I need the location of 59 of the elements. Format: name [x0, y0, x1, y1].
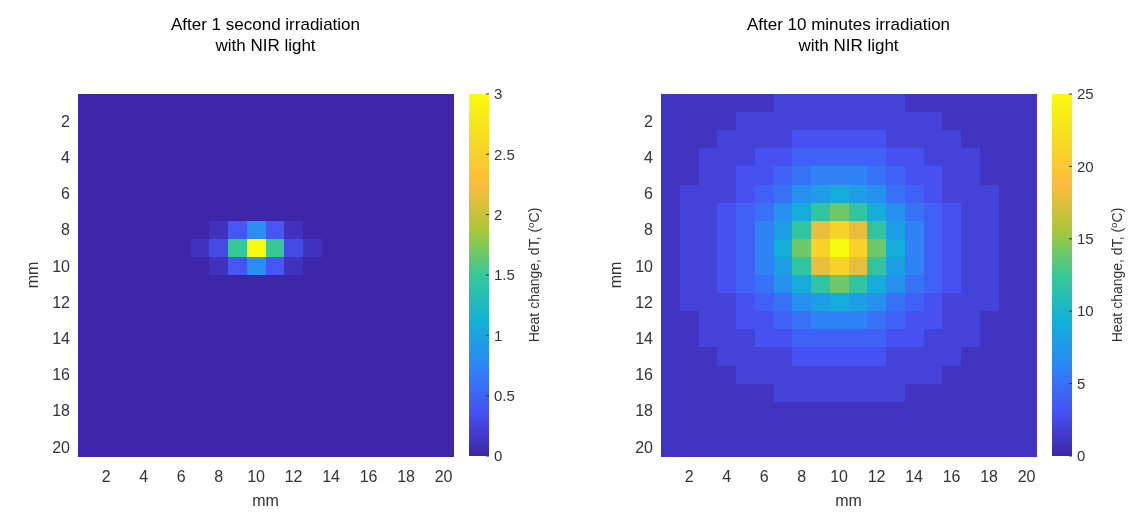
x-tick-label: 14 [322, 468, 341, 485]
chart-title: After 1 second irradiation with NIR light [171, 15, 360, 55]
y-tick-label: 8 [644, 221, 654, 239]
x-tick-label: 20 [434, 468, 453, 485]
y-tick-label: 18 [635, 402, 654, 420]
x-tick-label: 2 [684, 468, 694, 485]
x-tick-label: 6 [176, 468, 186, 485]
y-tick-label: 6 [61, 185, 71, 203]
x-tick-label: 16 [942, 468, 961, 485]
y-tick-label: 12 [52, 293, 71, 311]
color-bar-label: 2 [494, 205, 503, 223]
y-tick-label: 4 [61, 148, 71, 166]
x-axis-title: mm [835, 492, 862, 509]
x-tick-label: 8 [797, 468, 807, 485]
y-tick-label: 6 [644, 185, 654, 203]
color-bar-label: 25 [1077, 85, 1094, 103]
x-tick-label: 12 [284, 468, 303, 485]
color-bar-label: 0 [494, 447, 503, 465]
x-tick-label: 10 [830, 468, 849, 485]
color-bar-label: 20 [1077, 157, 1094, 175]
color-bar-label: 0.5 [494, 386, 515, 404]
y-tick-label: 14 [52, 329, 71, 347]
y-tick-label: 12 [635, 293, 654, 311]
x-tick-label: 20 [1017, 468, 1036, 485]
color-bar-label: 15 [1077, 230, 1094, 248]
y-tick-label: 18 [52, 402, 71, 420]
y-axis-title: mm [607, 261, 624, 289]
y-tick-label: 20 [52, 438, 71, 456]
y-tick-label: 20 [635, 438, 654, 456]
y-tick-label: 8 [61, 221, 71, 239]
y-tick-label: 16 [52, 366, 71, 384]
x-tick-label: 18 [980, 468, 999, 485]
y-tick-label: 10 [635, 257, 654, 275]
x-tick-label: 8 [214, 468, 224, 485]
x-tick-label: 2 [101, 468, 111, 485]
color-bar-label: 5 [1077, 374, 1086, 392]
x-tick-label: 16 [359, 468, 378, 485]
x-tick-label: 4 [139, 468, 149, 485]
x-tick-label: 12 [867, 468, 886, 485]
y-tick-label: 4 [644, 148, 654, 166]
x-tick-label: 14 [905, 468, 924, 485]
x-tick-label: 6 [759, 468, 769, 485]
x-tick-label: 4 [722, 468, 732, 485]
y-tick-label: 10 [52, 257, 71, 275]
x-tick-label: 10 [247, 468, 266, 485]
y-axis-title: mm [24, 261, 41, 289]
color-bar-label: 2.5 [494, 145, 515, 163]
color-bar-label: 3 [494, 85, 503, 103]
x-axis-title: mm [252, 492, 279, 509]
y-tick-label: 16 [635, 366, 654, 384]
chart-title: After 10 minutes irradiation with NIR light [746, 15, 951, 55]
color-bar-label: 1 [494, 326, 503, 344]
y-tick-label: 2 [61, 112, 71, 130]
color-bar-label: 10 [1077, 302, 1094, 320]
color-bar-label: 0 [1077, 447, 1086, 465]
y-tick-label: 14 [635, 329, 654, 347]
y-tick-label: 2 [644, 112, 654, 130]
x-tick-label: 18 [397, 468, 416, 485]
color-bar-label: 1.5 [494, 266, 515, 284]
